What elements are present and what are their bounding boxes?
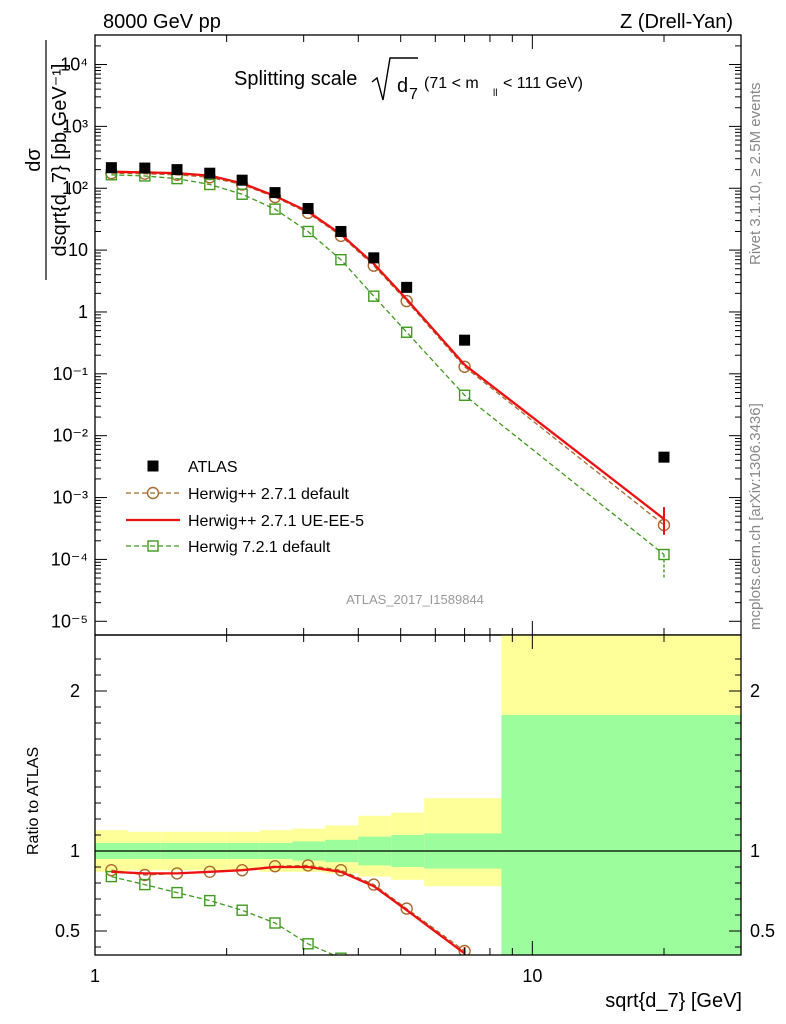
legend: ATLAS Herwig++ 2.7.1 default Herwig++ 2.7.… [126,459,364,556]
ratio-point-1 [458,944,471,955]
ratio-panel: 0.5 0.5 1 1 2 2 1 10 [55,634,775,986]
series-3-point [204,178,216,191]
series-3-point [236,188,248,200]
legend-label: ATLAS [188,459,238,476]
series-3-point [400,326,413,338]
data-point [302,203,314,215]
data-point [236,174,248,186]
ratio-y-tick-label: 2 [70,681,80,701]
series-3-point [302,225,314,238]
data-point [459,334,471,346]
mcplots-reference: mcplots.cern.ch [arXiv:1306.3436] [747,403,764,630]
y-tick-label: 10⁻⁴ [51,549,88,569]
main-panel: 10⁻⁵ 10⁻⁴ 10⁻³ 10⁻² 10⁻¹ 1 10 10² 10³ 10⁴ [51,34,742,636]
y-tick-label: 1 [78,302,88,322]
legend-label: Herwig++ 2.7.1 UE-EE-5 [188,513,364,530]
legend-marker [146,486,160,500]
y-tick-label: 10³ [62,116,88,136]
title-sub: (71 < m [424,75,479,92]
ratio-line-2 [111,865,466,955]
series-1-point [458,360,471,373]
x-axis-label: sqrt{d_7} [GeV] [605,990,742,1012]
ratio-frame [94,634,742,956]
series-3-point [269,203,281,215]
legend-label: Herwig 7.2.1 default [188,539,331,556]
title-main: Splitting scale [234,68,357,90]
data-point [204,167,216,179]
y-tick-label: 10⁻⁵ [51,611,88,631]
header-left: 8000 GeV pp [103,11,221,33]
ratio-point-1 [301,859,315,872]
series-1-point [400,294,413,308]
ratio-y-tick-label: 0.5 [55,921,80,941]
main-marks [105,162,671,579]
ratio-point-3 [139,878,151,891]
ratio-point-3 [171,886,183,899]
y-label-numerator: dσ [23,148,45,172]
data-point [401,281,413,293]
ratio-point-1 [105,864,118,877]
rivet-version: Rivet 3.1.10, ≥ 2.5M events [747,83,764,266]
x-tick-label: 10 [522,966,542,986]
data-point [139,162,151,174]
y-tick-label: 10 [68,240,88,260]
analysis-watermark: ATLAS_2017_I1589844 [346,592,484,607]
ratio-y-tick-label-right: 2 [750,681,760,701]
ratio-point-3 [335,952,347,955]
ratio-point-3 [236,904,248,916]
data-point [658,451,670,463]
ratio-point-1 [400,902,413,915]
legend-label: Herwig++ 2.7.1 default [188,486,350,503]
ratio-point-1 [138,868,152,882]
ratio-point-3 [269,917,281,929]
data-point [269,187,281,199]
series-3-point [458,389,471,401]
header-right: Z (Drell-Yan) [620,11,733,33]
data-point [335,225,347,237]
ratio-y-label: Ratio to ATLAS [25,747,42,855]
ratio-marks [95,635,741,955]
sqrt-sign [371,57,418,101]
data-point [368,252,380,264]
y-label-denominator: dsqrt{d_7} [pb,GeV⁻¹] [49,64,71,257]
data-point [105,162,117,174]
title-d: d [397,75,408,97]
y-tick-label: 10⁻² [52,426,88,446]
ratio-point-3 [204,894,216,907]
legend-marker [147,540,159,552]
x-tick-label: 1 [90,966,100,986]
series-3-point [368,290,380,302]
plot-title: Splitting scale d 7 (71 < m ll < 111 GeV… [234,57,583,103]
title-sub-ll: ll [493,88,497,99]
uncertainty-band-green [501,715,741,955]
main-y-label: dσ dsqrt{d_7} [pb,GeV⁻¹] [23,40,71,280]
ratio-point-3 [302,938,314,950]
y-tick-label: 10⁴ [60,55,88,75]
y-tick-label: 10⁻³ [52,488,88,508]
title-d-sub: 7 [409,86,418,103]
title-sub-end: < 111 GeV) [503,75,583,92]
ratio-y-tick-label-right: 1 [750,841,760,861]
ratio-y-tick-label-right: 0.5 [750,921,775,941]
ratio-y-tick-label: 1 [70,841,80,861]
data-point [171,164,183,176]
y-tick-label: 10² [62,178,88,198]
y-tick-label: 10⁻¹ [52,364,88,384]
legend-marker [147,460,159,472]
main-axes: 10⁻⁵ 10⁻⁴ 10⁻³ 10⁻² 10⁻¹ 1 10 10² 10³ 10⁴ [51,34,742,635]
ratio-axes: 0.5 0.5 1 1 2 2 1 10 [55,635,775,986]
ratio-point-3 [105,870,118,883]
series-3-point [335,253,347,266]
ratio-line-3 [111,875,336,955]
